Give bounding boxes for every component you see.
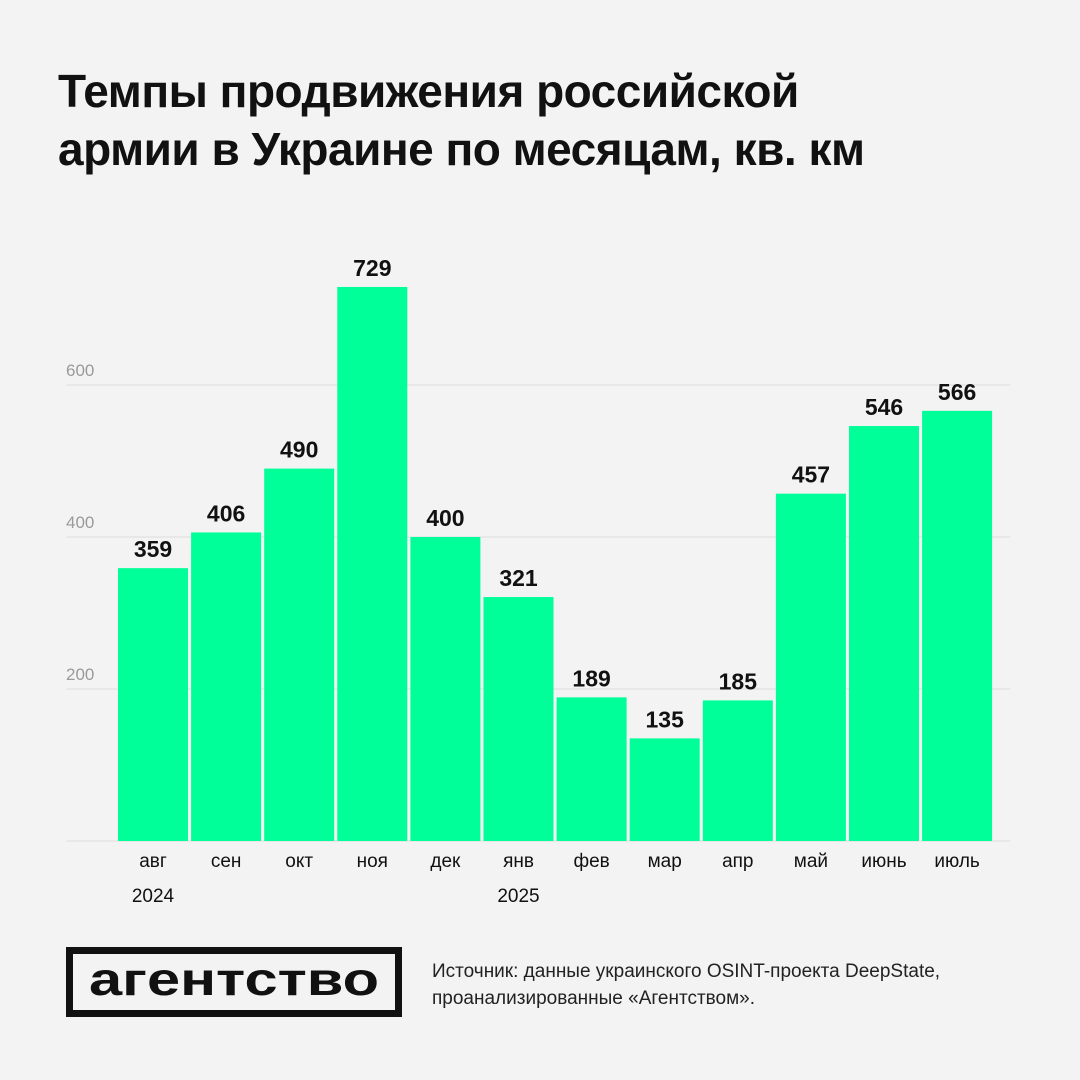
x-tick-label: июнь (861, 851, 906, 872)
bar (337, 286, 408, 842)
x-axis: авг сен окт ноя дек янв фев мар апр май июнь июль 20… (132, 851, 980, 907)
source-note-line-2: проанализированные «Агентством». (432, 988, 755, 1009)
data-label: 359 (134, 536, 172, 562)
bar (264, 468, 335, 841)
chart-title-line-2: армии в Украине по месяцам, кв. км (58, 123, 865, 175)
x-tick-label: май (794, 851, 828, 872)
data-label: 566 (938, 379, 976, 405)
bar (191, 532, 262, 841)
data-label: 321 (499, 565, 538, 591)
x-tick-label: апр (722, 851, 753, 872)
bar (556, 697, 627, 841)
bar (410, 537, 481, 841)
data-label: 490 (280, 437, 318, 463)
x-tick-label: окт (285, 851, 313, 872)
y-tick-label: 200 (66, 665, 94, 684)
data-label: 189 (572, 665, 610, 691)
data-label: 400 (426, 505, 464, 531)
data-label: 457 (792, 462, 830, 488)
source-note: Источник: данные украинского OSINT-проек… (432, 958, 1032, 1012)
agentstvo-logo-wordmark: агентство (89, 958, 379, 1005)
data-label: 546 (865, 394, 903, 420)
bars (118, 286, 993, 842)
bar (702, 700, 773, 841)
x-tick-label: сен (211, 851, 242, 872)
x-tick-label: июль (934, 851, 980, 872)
x-tick-label: фев (573, 851, 609, 872)
data-label: 135 (646, 706, 685, 732)
svg-text:агентство: агентство (89, 958, 379, 1005)
x-tick-label: мар (648, 851, 682, 872)
bar (849, 426, 919, 841)
chart-title-line-1: Темпы продвижения российской (58, 65, 799, 117)
data-label: 185 (719, 668, 758, 694)
x-tick-label: ноя (357, 851, 388, 872)
source-note-line-1: Источник: данные украинского OSINT-проек… (432, 961, 941, 982)
bar (629, 738, 700, 841)
chart-title: Темпы продвижения российской армии в Укр… (58, 62, 1018, 178)
agentstvo-logo: агентство (66, 947, 402, 1017)
year-label: 2024 (132, 886, 175, 907)
year-label: 2025 (497, 886, 539, 907)
data-labels: 359 406 490 729 400 321 189 135 185 457 546 566 (134, 255, 976, 732)
y-tick-label: 600 (66, 361, 94, 380)
bar-chart: 200 400 600 359 406 490 729 400 321 189 135 185 457… (66, 255, 1010, 907)
x-tick-label: дек (430, 851, 461, 872)
bar (922, 410, 993, 841)
data-label: 406 (207, 500, 245, 526)
bar (118, 568, 188, 841)
bar (775, 493, 846, 841)
y-tick-label: 400 (66, 513, 94, 532)
x-tick-label: янв (503, 851, 534, 872)
data-label: 729 (353, 255, 391, 281)
bar (483, 597, 554, 841)
x-tick-label: авг (139, 851, 167, 872)
